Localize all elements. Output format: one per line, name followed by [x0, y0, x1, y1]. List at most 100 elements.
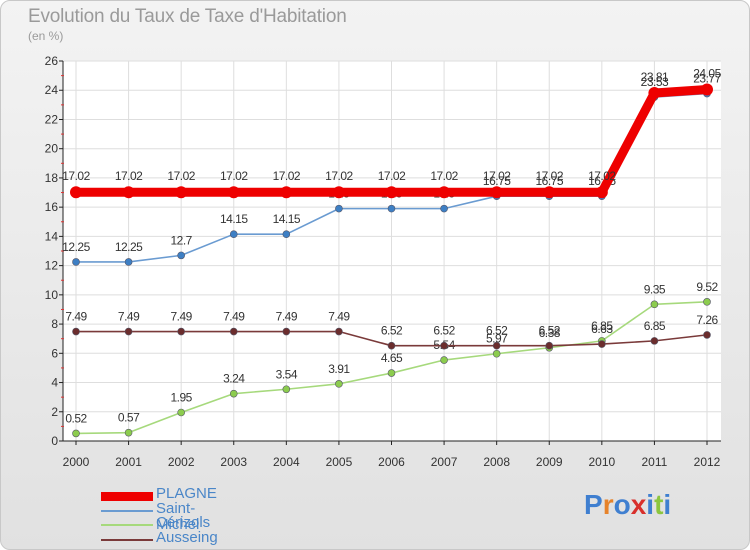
data-label: 17.02 — [483, 169, 511, 183]
data-label: 3.54 — [276, 367, 298, 381]
y-tick-label: 6 — [51, 346, 58, 360]
x-tick-label: 2001 — [115, 455, 142, 469]
x-tick-label: 2011 — [642, 455, 668, 469]
data-label: 7.49 — [276, 310, 298, 324]
data-point — [175, 186, 188, 199]
data-label: 17.02 — [378, 169, 406, 183]
data-point — [701, 83, 713, 96]
data-point — [492, 349, 501, 358]
data-point — [440, 341, 448, 350]
data-point — [385, 186, 398, 199]
data-point — [387, 341, 396, 350]
y-tick-label: 4 — [51, 376, 58, 390]
data-point — [177, 327, 185, 336]
x-tick-label: 2010 — [588, 455, 615, 469]
x-tick-label: 2012 — [694, 455, 721, 469]
data-label: 7.49 — [170, 310, 192, 324]
y-tick-label: 10 — [45, 288, 59, 302]
y-tick-label: 20 — [45, 142, 59, 156]
data-point — [492, 341, 501, 350]
data-point — [72, 429, 80, 438]
y-tick-label: 18 — [45, 171, 59, 185]
data-label: 17.02 — [430, 169, 458, 183]
data-label: 14.15 — [273, 212, 301, 226]
data-point — [282, 385, 291, 394]
data-point — [650, 337, 659, 345]
chart-unit-label: (en %) — [28, 29, 64, 43]
chart-title: Evolution du Taux de Taxe d'Habitation — [28, 6, 347, 27]
y-tick-label: 16 — [45, 200, 59, 214]
data-label: 7.49 — [223, 310, 245, 324]
brand-letter: i — [646, 489, 655, 520]
data-point — [227, 186, 240, 199]
data-label: 9.35 — [644, 282, 666, 296]
data-point — [598, 340, 606, 348]
data-point — [648, 87, 661, 100]
data-label: 23.53 — [641, 75, 669, 89]
brand-letter: r — [602, 489, 614, 520]
y-tick-label: 26 — [45, 54, 59, 68]
brand-logo: Proxiti — [584, 489, 671, 521]
data-point — [229, 389, 238, 398]
x-tick-label: 2000 — [63, 455, 90, 469]
brand-letter: P — [584, 489, 603, 520]
x-tick-label: 2009 — [536, 455, 563, 469]
x-tick-label: 2008 — [483, 455, 510, 469]
data-point — [545, 341, 554, 350]
legend-swatch — [101, 492, 153, 501]
data-point — [124, 428, 133, 437]
y-tick-label: 2 — [51, 405, 58, 419]
brand-letter: t — [654, 489, 664, 520]
data-point — [177, 251, 185, 260]
data-label: 7.49 — [328, 310, 350, 324]
data-point — [387, 369, 396, 377]
data-label: 17.02 — [535, 169, 563, 183]
x-tick-label: 2005 — [326, 455, 353, 469]
data-label: 17.02 — [220, 169, 248, 183]
data-label: 7.26 — [696, 313, 718, 327]
data-label: 4.65 — [381, 351, 403, 365]
x-tick-label: 2002 — [168, 455, 195, 469]
data-label: 23.77 — [693, 72, 721, 86]
data-label: 17.02 — [588, 169, 616, 183]
data-label: 6.38 — [539, 326, 561, 340]
data-label: 17.02 — [62, 169, 90, 183]
data-label: 0.57 — [118, 411, 140, 425]
data-label: 6.52 — [381, 324, 403, 338]
data-label: 12.7 — [170, 233, 192, 247]
x-tick-label: 2003 — [220, 455, 247, 469]
data-label: 7.49 — [65, 310, 87, 324]
data-point — [335, 327, 343, 336]
data-label: 6.85 — [591, 319, 613, 333]
data-point — [229, 230, 238, 238]
data-label: 24.05 — [693, 67, 721, 81]
brand-letter: i — [663, 489, 672, 520]
data-point — [440, 204, 448, 213]
brand-letter: o — [613, 489, 631, 520]
legend-swatch — [101, 509, 153, 512]
legend-swatch — [101, 538, 153, 541]
y-tick-label: 14 — [45, 229, 59, 243]
data-label: 17.02 — [273, 169, 301, 183]
data-label: 16.75 — [535, 174, 563, 188]
data-label: 14.15 — [220, 212, 248, 226]
data-point — [229, 327, 238, 336]
legend-label: Saint-Michel — [156, 499, 200, 533]
data-point — [387, 204, 396, 213]
data-point — [282, 230, 291, 238]
data-point — [595, 186, 608, 199]
data-point — [72, 258, 80, 266]
brand-letter: x — [630, 489, 647, 520]
x-tick-label: 2004 — [273, 455, 300, 469]
data-label: 6.85 — [644, 319, 666, 333]
data-label: 3.91 — [328, 362, 350, 376]
legend-label: PLAGNE — [156, 485, 217, 502]
data-point — [282, 327, 291, 336]
data-label: 3.24 — [223, 372, 245, 386]
data-label: 6.52 — [433, 324, 455, 338]
data-label: 6.63 — [591, 322, 613, 336]
data-label: 23.81 — [641, 70, 669, 84]
data-point — [177, 408, 185, 417]
y-tick-label: 0 — [51, 434, 58, 448]
data-point — [124, 327, 133, 336]
